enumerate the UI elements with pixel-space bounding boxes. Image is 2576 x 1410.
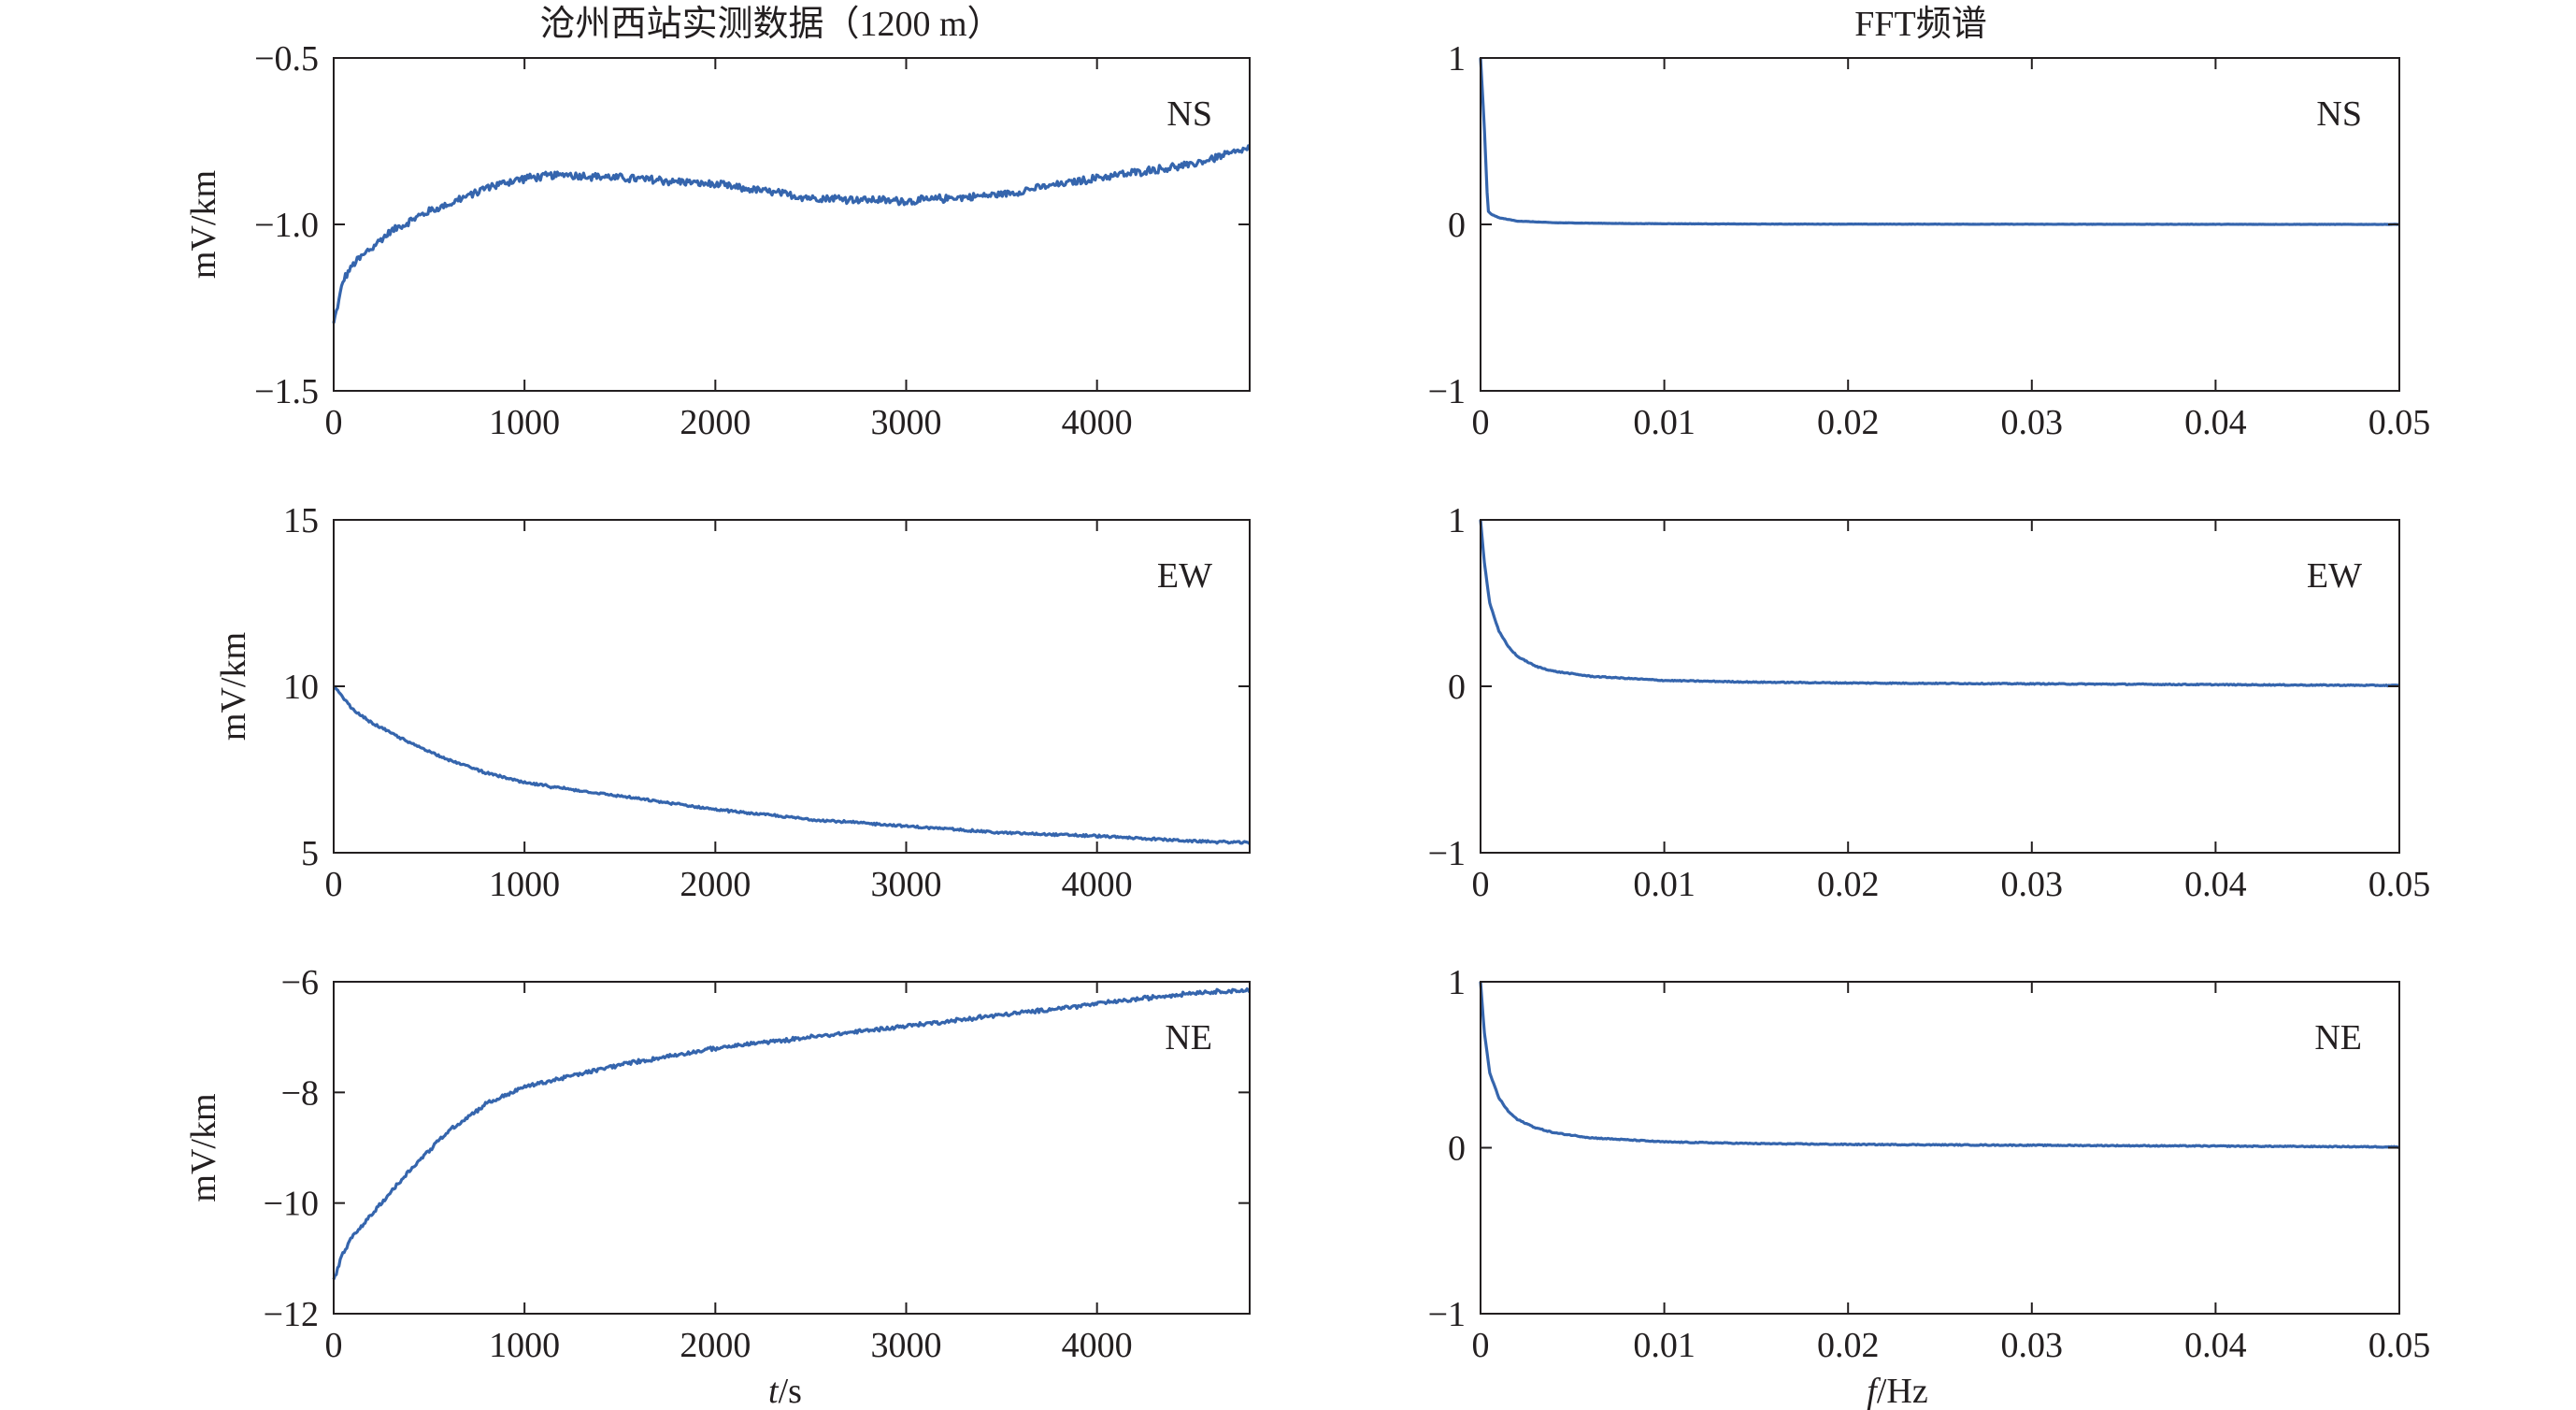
x-tick-label: 1000 — [489, 865, 560, 904]
series-line-fft-NE — [1479, 981, 2400, 1149]
y-tick-label: −8 — [281, 1073, 319, 1113]
x-tick-label: 0 — [325, 1326, 343, 1365]
y-tick-label: 0 — [1448, 668, 1466, 707]
axes-frame-time-NE — [333, 981, 1251, 1315]
x-tick-label: 0.02 — [1817, 865, 1880, 904]
x-tick-label: 0.03 — [2001, 1326, 2064, 1365]
y-tick-label: −0.5 — [254, 39, 319, 79]
x-tick-label: 0.01 — [1633, 1326, 1696, 1365]
y-tick-label: −12 — [264, 1295, 319, 1334]
x-tick-label: 3000 — [871, 865, 942, 904]
x-tick-label: 4000 — [1062, 865, 1133, 904]
x-tick-label: 0 — [1472, 865, 1490, 904]
y-tick-label: −1 — [1428, 834, 1466, 873]
x-tick-label: 4000 — [1062, 1326, 1133, 1365]
y-tick-label: 15 — [283, 501, 319, 540]
x-tick-label: 0.05 — [2368, 865, 2431, 904]
y-axis-label: mV/km — [184, 170, 223, 279]
time-x-axis-symbol: t — [768, 1372, 780, 1410]
panel-time-EW: 0 1000 2000 3000 4000 5 10 15 EW mV/km — [214, 501, 1252, 904]
x-tick-label: 0.01 — [1633, 865, 1696, 904]
x-tick-label: 0.03 — [2001, 865, 2064, 904]
x-tick-label: 0 — [1472, 1326, 1490, 1365]
component-tag-ns: NS — [1166, 94, 1212, 134]
x-tick-label: 1000 — [489, 1326, 560, 1365]
y-tick-label: 1 — [1448, 963, 1466, 1002]
right-column-title: FFT频谱 — [1854, 5, 1986, 44]
x-tick-label: 0 — [325, 403, 343, 442]
y-tick-label: 0 — [1448, 1129, 1466, 1169]
series-line-fft-NS — [1479, 57, 2400, 226]
y-tick-label: −1 — [1428, 372, 1466, 411]
x-tick-label: 2000 — [680, 1326, 751, 1365]
panel-time-NE: 0 1000 2000 3000 4000 −12 −10 −8 −6 NE mV/km — [184, 963, 1252, 1365]
x-tick-label: 0.04 — [2184, 865, 2247, 904]
x-tick-label: 3000 — [871, 1326, 942, 1365]
panel-time-NS: 0 1000 2000 3000 4000 −1.5 −1.0 −0.5 NS mV/km — [184, 39, 1251, 442]
series-line-time-NE — [332, 986, 1252, 1280]
series-line-time-EW — [332, 684, 1252, 845]
x-tick-label: 0.05 — [2368, 1326, 2431, 1365]
fft-x-axis-label: f/Hz — [1867, 1372, 1927, 1410]
fft-x-axis-unit: /Hz — [1877, 1372, 1928, 1410]
y-tick-label: 10 — [283, 668, 319, 707]
component-tag-ew: EW — [1157, 556, 1212, 596]
y-tick-label: −6 — [281, 963, 319, 1002]
component-tag-ne: NE — [1165, 1018, 1212, 1058]
left-column-title: 沧州西站实测数据（1200 m） — [539, 5, 1002, 44]
y-axis-label: mV/km — [184, 1093, 223, 1201]
y-tick-label: 5 — [301, 834, 319, 873]
series-line-fft-EW — [1479, 519, 2400, 688]
component-tag-ne: NE — [2314, 1018, 2362, 1058]
x-tick-label: 0.04 — [2184, 403, 2247, 442]
y-tick-label: 1 — [1448, 39, 1466, 79]
x-tick-label: 2000 — [680, 865, 751, 904]
x-tick-label: 0.02 — [1817, 403, 1880, 442]
time-x-axis-unit: /s — [779, 1372, 802, 1410]
x-tick-label: 0.03 — [2001, 403, 2064, 442]
component-tag-ew: EW — [2307, 556, 2362, 596]
x-tick-label: 1000 — [489, 403, 560, 442]
y-tick-label: 1 — [1448, 501, 1466, 540]
y-tick-label: −1 — [1428, 1295, 1466, 1334]
y-tick-label: −1.0 — [254, 206, 319, 245]
component-tag-ns: NS — [2316, 94, 2362, 134]
x-tick-label: 0.02 — [1817, 1326, 1880, 1365]
x-tick-label: 0 — [325, 865, 343, 904]
series-line-time-NS — [332, 144, 1251, 324]
time-x-axis-label: t/s — [768, 1372, 802, 1410]
x-tick-label: 0 — [1472, 403, 1490, 442]
x-tick-label: 0.05 — [2368, 403, 2431, 442]
x-tick-label: 4000 — [1062, 403, 1133, 442]
x-tick-label: 2000 — [680, 403, 751, 442]
y-tick-label: −1.5 — [254, 372, 319, 411]
y-axis-label: mV/km — [214, 632, 253, 741]
x-tick-label: 3000 — [871, 403, 942, 442]
x-tick-label: 0.04 — [2184, 1326, 2247, 1365]
y-tick-label: 0 — [1448, 206, 1466, 245]
x-tick-label: 0.01 — [1633, 403, 1696, 442]
y-tick-label: −10 — [264, 1185, 319, 1224]
